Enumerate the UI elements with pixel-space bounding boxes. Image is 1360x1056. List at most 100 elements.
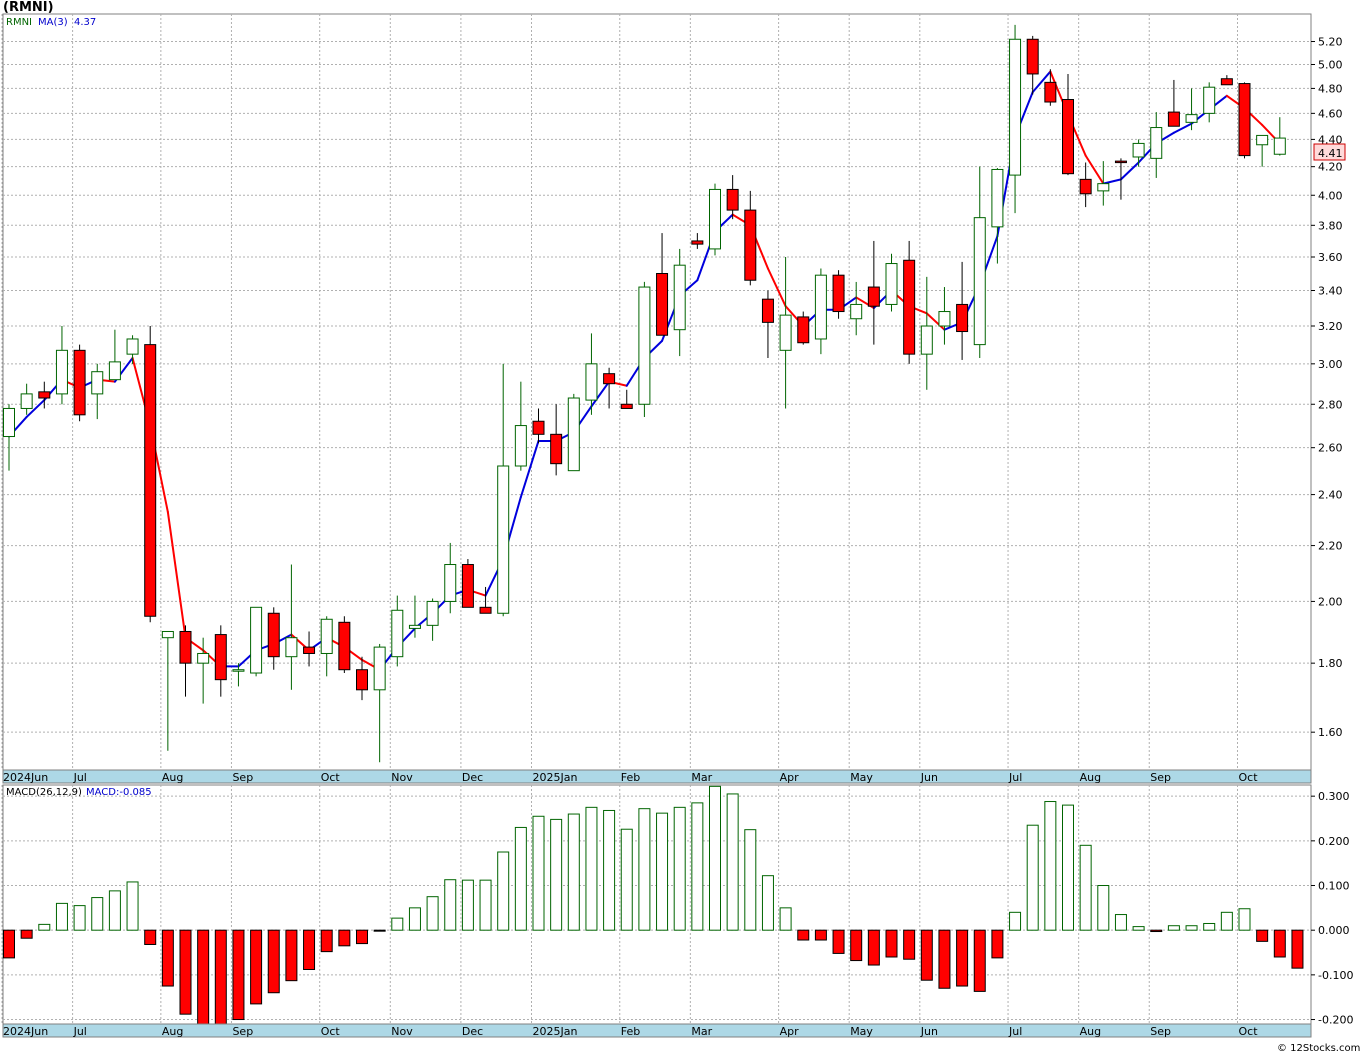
candlestick — [285, 564, 298, 690]
candle-body — [603, 373, 616, 385]
macd-xtick-label: Jul — [73, 1025, 87, 1038]
macd-bar — [179, 929, 192, 1015]
macd-bar — [73, 905, 86, 931]
macd-bar — [1238, 908, 1251, 931]
candlestick — [797, 311, 810, 345]
candle-body — [38, 391, 51, 399]
candlestick — [444, 542, 457, 614]
macd-bar — [991, 929, 1004, 959]
candlestick — [1009, 24, 1022, 214]
candle-body — [709, 188, 721, 250]
price-xtick-label: Dec — [462, 771, 483, 784]
candlestick — [179, 625, 192, 697]
macd-bar — [1273, 929, 1286, 958]
macd-bar — [197, 929, 210, 1025]
candlestick — [197, 637, 210, 704]
macd-bar — [232, 929, 245, 1021]
price-xtick-label: Aug — [162, 771, 183, 784]
candle-body — [832, 274, 845, 313]
candlestick — [567, 393, 580, 472]
macd-bar — [585, 806, 598, 931]
price-xtick-label: 2024Jun — [3, 771, 48, 784]
price-ytick-label: 2.40 — [1318, 489, 1343, 502]
price-ytick-label: 2.60 — [1318, 442, 1343, 455]
macd-ytick-label: -0.100 — [1318, 969, 1353, 982]
macd-bar — [1114, 914, 1127, 931]
macd-bar — [214, 929, 227, 1029]
price-xtick-label: Jul — [73, 771, 87, 784]
watermark-text: © 12Stocks.com — [1277, 1043, 1360, 1054]
candle-body — [373, 646, 386, 691]
candlestick — [1220, 75, 1233, 86]
ma-line-segment — [1102, 178, 1122, 185]
macd-bar — [1185, 925, 1198, 931]
candle-body — [850, 303, 863, 320]
candle-body — [867, 286, 880, 307]
candle-body — [1273, 137, 1286, 155]
candle-body — [585, 363, 598, 401]
candlestick — [408, 595, 421, 638]
candlestick — [1132, 139, 1145, 167]
candlestick — [973, 166, 986, 359]
candle-body — [903, 259, 916, 355]
price-xtick-label: Oct — [321, 771, 341, 784]
candlestick — [3, 404, 15, 471]
macd-bar — [1220, 911, 1233, 931]
macd-bar — [161, 929, 174, 987]
ma-line-segment — [925, 312, 946, 331]
candle-body — [444, 564, 457, 602]
price-xtick-label: Sep — [232, 771, 253, 784]
candle-body — [55, 349, 68, 395]
candle-body — [426, 600, 439, 626]
candlestick — [1097, 161, 1110, 206]
candle-body — [479, 606, 492, 614]
candle-body — [179, 630, 192, 664]
candlestick — [956, 261, 969, 360]
candle-body — [1238, 83, 1251, 157]
candlestick — [1256, 134, 1269, 167]
price-xtick-label: Sep — [1150, 771, 1171, 784]
candle-body — [1220, 78, 1233, 86]
candlestick — [303, 631, 316, 667]
macd-bar — [726, 793, 739, 931]
macd-bar — [303, 929, 316, 970]
ma-line-segment — [519, 439, 540, 499]
macd-xtick-label: May — [850, 1025, 873, 1038]
candle-body — [550, 433, 563, 465]
price-ytick-label: 3.60 — [1318, 251, 1343, 264]
macd-bar — [497, 851, 510, 931]
price-ytick-label: 2.80 — [1318, 398, 1343, 411]
macd-xtick-label: 2025Jan — [533, 1025, 578, 1038]
legend-ma-name: MA(3) — [38, 17, 68, 28]
candlestick — [638, 281, 651, 417]
candlestick — [1150, 112, 1163, 178]
price-ytick-label: 4.80 — [1318, 82, 1343, 95]
macd-bar — [444, 879, 457, 931]
price-ytick-label: 3.00 — [1318, 358, 1343, 371]
candle-body — [338, 621, 351, 671]
macd-bar — [938, 929, 951, 989]
macd-bar — [38, 923, 51, 931]
macd-bar — [709, 785, 721, 931]
candlestick — [691, 233, 704, 249]
candlestick — [991, 168, 1004, 264]
price-ytick-label: 2.00 — [1318, 595, 1343, 608]
candlestick — [161, 630, 174, 751]
macd-xtick-label: Jun — [920, 1025, 938, 1038]
candlestick — [91, 363, 104, 420]
macd-bar — [1044, 801, 1057, 931]
candlestick — [250, 606, 263, 677]
candlestick — [1114, 158, 1127, 200]
candlestick — [726, 175, 739, 220]
price-ytick-label: 3.80 — [1318, 219, 1343, 232]
price-ytick-label: 4.40 — [1318, 133, 1343, 146]
candlestick — [1238, 82, 1251, 159]
candlestick — [232, 663, 245, 687]
price-ytick-label: 5.20 — [1318, 36, 1343, 49]
macd-xtick-label: Sep — [1150, 1025, 1171, 1038]
price-xtick-label: May — [850, 771, 873, 784]
macd-bar — [479, 879, 492, 931]
candle-body — [938, 311, 951, 327]
candle-body — [814, 274, 827, 340]
candle-body — [250, 606, 263, 674]
